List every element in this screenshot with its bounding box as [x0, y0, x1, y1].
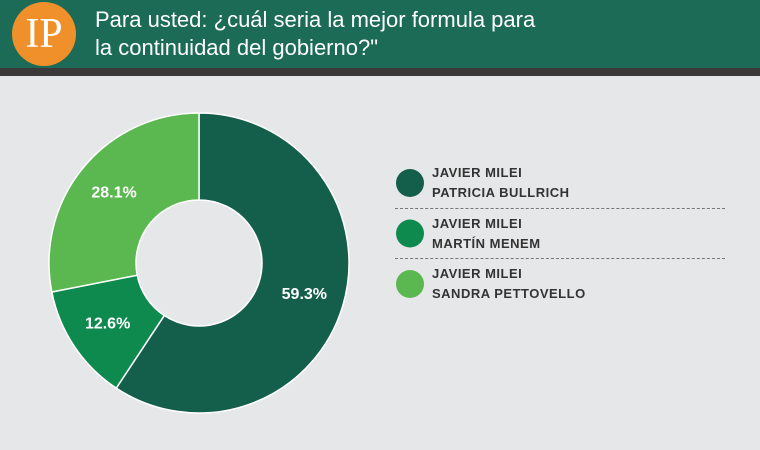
legend-label: JAVIER MILEI SANDRA PETTOVELLO	[432, 266, 586, 301]
donut-slice	[115, 112, 350, 414]
legend-label: JAVIER MILEI MARTÍN MENEM	[432, 215, 541, 251]
legend-marker	[396, 169, 424, 197]
logo: IP	[12, 2, 76, 66]
data-label: 59.3%	[282, 286, 327, 303]
data-label: 28.1%	[91, 184, 136, 201]
legend-marker	[396, 219, 424, 248]
data-label: 12.6%	[85, 315, 130, 332]
header: IP Para usted: ¿cuál seria la mejor form…	[0, 0, 760, 76]
legend-label: JAVIER MILEI PATRICIA BULLRICH	[432, 165, 570, 200]
donut-slice	[48, 112, 200, 293]
separator	[395, 258, 725, 259]
legend-marker	[396, 270, 424, 298]
chart-title: Para usted: ¿cuál seria la mejor formula…	[95, 7, 536, 60]
separator	[395, 208, 725, 209]
